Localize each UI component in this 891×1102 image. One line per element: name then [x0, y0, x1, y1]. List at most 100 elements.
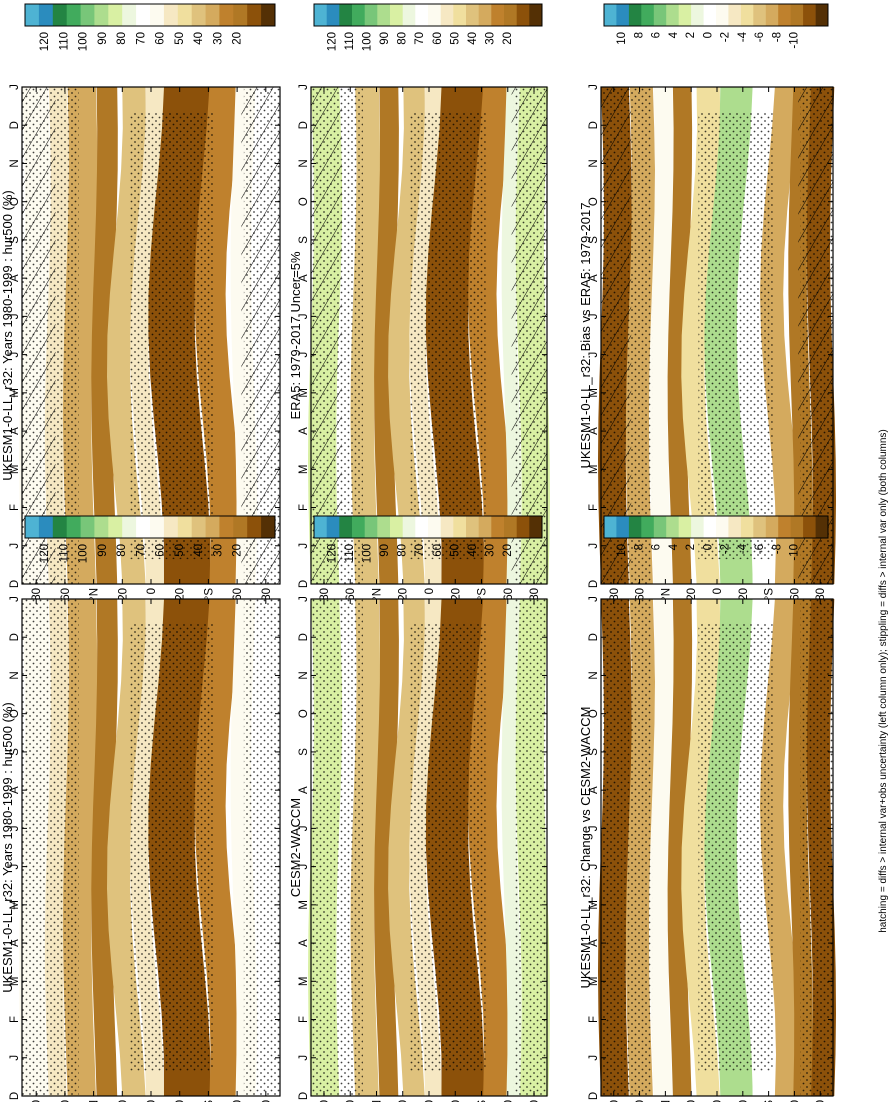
month-tick-label: J [9, 84, 21, 90]
month-tick-label: D [588, 633, 600, 641]
colorbar-swatch [691, 516, 704, 538]
colorbar-label: 4 [668, 543, 680, 550]
contour-band [667, 87, 693, 584]
lat-tick-label: 60 [232, 588, 244, 601]
lat-tick-label: 60 [635, 1100, 647, 1102]
colorbar-label: 8 [634, 32, 646, 38]
colorbar-label: 20 [232, 544, 244, 557]
month-tick-label: J [9, 314, 21, 320]
month-tick-label: D [298, 580, 310, 588]
colorbar-frame [313, 515, 543, 539]
month-tick-label: J [588, 314, 600, 320]
colorbar-swatch [314, 516, 328, 538]
colorbar-frame [603, 3, 829, 27]
month-tick-label: J [588, 826, 600, 832]
colorbar-label: 120 [327, 32, 339, 51]
lat-tick-label: 60 [345, 588, 357, 601]
month-tick-label: J [588, 1055, 600, 1061]
colorbar-swatch [440, 4, 454, 26]
colorbar-label: 6 [651, 32, 663, 38]
lat-tick-label: 20 [686, 1100, 698, 1102]
colorbar-swatch [38, 516, 54, 538]
colorbar-swatch [136, 4, 151, 26]
month-tick-label: J [9, 543, 21, 549]
month-tick-label: F [588, 504, 600, 511]
colorbar-swatch [716, 516, 729, 538]
colorbar-label: -6 [754, 32, 766, 42]
month-tick-label: J [588, 596, 600, 602]
colorbar-swatch [529, 516, 543, 538]
colorbar-swatch [428, 516, 442, 538]
colorbar-swatch [728, 4, 742, 26]
lat-tick-label: °S [203, 588, 215, 601]
lat-tick-label: 80 [319, 1100, 331, 1102]
colorbar-swatch [163, 516, 179, 538]
month-tick-label: J [298, 543, 310, 549]
colorbar-swatch [666, 4, 679, 26]
lat-tick-label: 20 [450, 1100, 462, 1102]
stippling-region [698, 623, 773, 1072]
colorbar-label: 100 [362, 544, 374, 563]
hatching-region [798, 87, 833, 584]
colorbar-swatch [261, 4, 276, 26]
colorbar-swatch [219, 4, 234, 26]
month-tick-label: A [588, 274, 600, 282]
month-tick-label: M [9, 900, 21, 910]
colorbar-swatch [604, 4, 617, 26]
month-tick-label: M [298, 977, 310, 987]
month-tick-label: J [9, 596, 21, 602]
lat-tick-label: 60 [60, 1100, 72, 1102]
colorbar-swatch [415, 516, 429, 538]
colorbar-label: 90 [97, 544, 109, 557]
colorbar-label: 110 [59, 32, 71, 50]
month-tick-label: A [298, 274, 310, 282]
colorbar-label: 90 [379, 544, 391, 557]
colorbar-swatch [261, 516, 276, 538]
month-tick-label: J [298, 84, 310, 90]
colorbar-swatch [516, 516, 530, 538]
colorbar: 120 110 100 90 80 70 60 50 40 30 20 [313, 515, 543, 563]
colorbar-label: 80 [116, 544, 128, 557]
month-tick-label: S [588, 236, 600, 244]
colorbar-label: 50 [449, 544, 461, 557]
colorbar-swatch [803, 516, 816, 538]
month-tick-label: A [588, 427, 600, 435]
colorbar: 10 8 6 4 2 0 -2 -4 -6 -8 -10 [603, 3, 829, 49]
lat-tick-label: 60 [60, 588, 72, 601]
colorbar-swatch [52, 4, 68, 26]
month-tick-label: D [9, 121, 21, 129]
colorbar-swatch [491, 516, 505, 538]
colorbar-swatch [753, 4, 767, 26]
colorbar-swatch [108, 4, 123, 26]
lat-tick-label: 80 [609, 1100, 621, 1102]
colorbar-label: 60 [155, 32, 167, 45]
month-tick-label: O [298, 197, 310, 206]
month-tick-label: D [298, 633, 310, 641]
month-tick-label: M [588, 465, 600, 475]
month-tick-label: A [298, 427, 310, 435]
colorbar-swatch [339, 516, 353, 538]
colorbar: 120 110 100 90 80 70 60 50 40 30 20 [24, 3, 276, 51]
lat-tick-label: 0 [424, 588, 436, 594]
colorbar-swatch [38, 4, 54, 26]
lat-tick-label: 80 [261, 588, 273, 601]
colorbar-label: -2 [720, 32, 732, 42]
panel-title: UKESM1-0-LL_r32: Bias vs ERA5: 1979-2017 [578, 203, 593, 469]
colorbar-swatch [66, 516, 81, 538]
stippling-region [800, 599, 833, 1096]
colorbar-label: 20 [502, 544, 514, 557]
colorbar-label: 4 [668, 31, 680, 38]
colorbar-label: -4 [737, 543, 749, 554]
lat-tick-label: 60 [635, 588, 647, 601]
colorbar-label: 100 [362, 32, 374, 51]
lat-tick-label: °S [764, 1100, 776, 1102]
contour-band [91, 599, 118, 1096]
colorbar-label: 40 [467, 544, 479, 557]
month-tick-label: A [9, 786, 21, 794]
colorbar: 10 8 6 4 2 0 -2 -4 -6 -8 -10 [603, 515, 829, 561]
colorbar-swatch [122, 516, 137, 538]
colorbar-swatch [108, 516, 123, 538]
colorbar-swatch [453, 4, 467, 26]
panel-title: UKESM1-0-LL_r32: Change vs CESM2-WACCM [578, 707, 593, 989]
